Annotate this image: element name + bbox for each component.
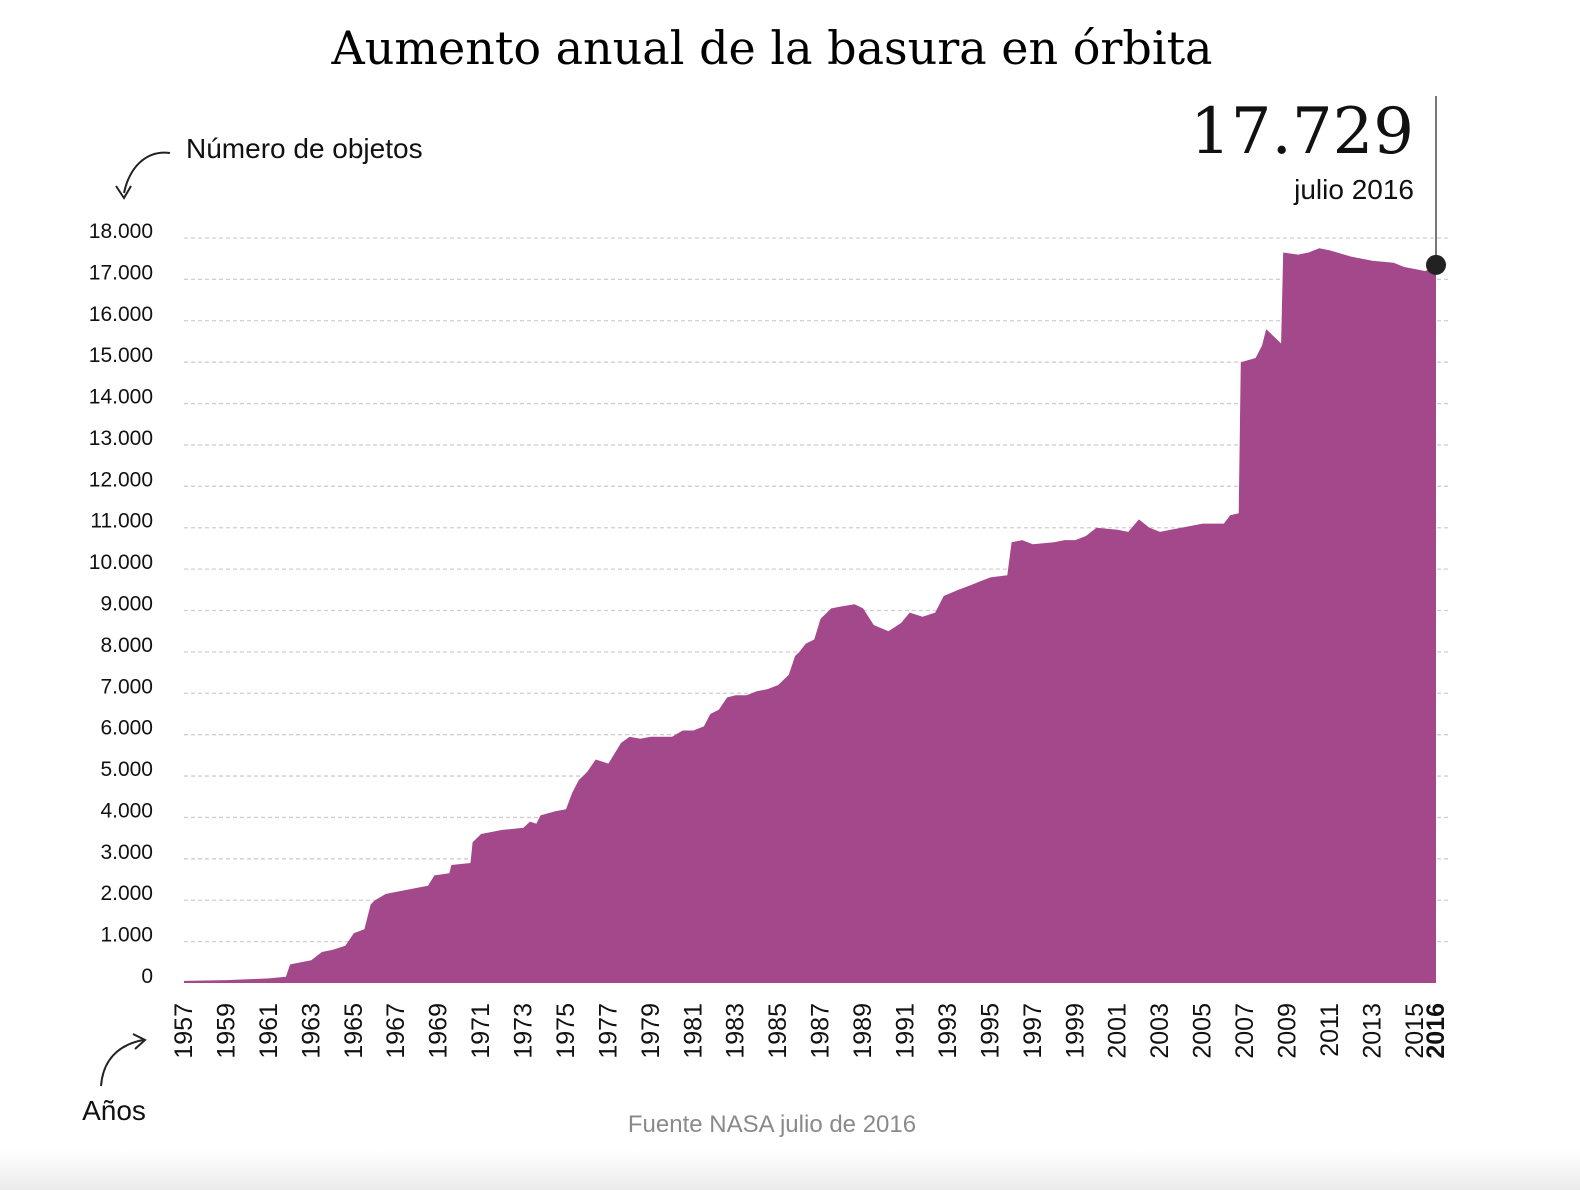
y-tick-label: 5.000 xyxy=(100,758,153,781)
x-tick-label: 1981 xyxy=(679,1003,707,1059)
y-tick-label: 17.000 xyxy=(89,261,153,284)
x-tick-label: 1969 xyxy=(425,1003,453,1059)
x-axis-label: Años xyxy=(82,1033,147,1126)
x-tick-label: 1973 xyxy=(510,1003,538,1059)
y-tick-label: 8.000 xyxy=(100,634,153,657)
x-tick-label: 1961 xyxy=(255,1003,283,1059)
x-tick-label: 1979 xyxy=(637,1003,665,1059)
x-tick-label: 1997 xyxy=(1019,1003,1047,1059)
x-axis-arrow-icon xyxy=(100,1039,144,1087)
x-tick-label: 1983 xyxy=(722,1003,750,1059)
source-note: Fuente NASA julio de 2016 xyxy=(628,1111,916,1138)
x-tick-label: 1995 xyxy=(976,1003,1004,1059)
x-tick-label: 1963 xyxy=(297,1003,325,1059)
y-tick-label: 3.000 xyxy=(100,841,153,864)
x-tick-label: 1991 xyxy=(892,1003,920,1059)
x-tick-label: 2003 xyxy=(1146,1003,1174,1059)
x-tick-label: 1999 xyxy=(1061,1003,1089,1059)
x-tick-label: 1989 xyxy=(849,1003,877,1059)
x-axis-title: Años xyxy=(82,1095,146,1126)
y-tick-label: 0 xyxy=(141,965,153,988)
x-tick-label: 2005 xyxy=(1189,1003,1217,1059)
y-tick-label: 16.000 xyxy=(89,303,153,326)
x-tick-label: 1993 xyxy=(934,1003,962,1059)
y-tick-label: 9.000 xyxy=(100,593,153,616)
footer-band xyxy=(0,1150,1580,1190)
x-tick-label: 2016 xyxy=(1422,1003,1450,1059)
x-tick-label: 1967 xyxy=(382,1003,410,1059)
y-tick-label: 13.000 xyxy=(89,427,153,450)
x-axis-ticks: 1957 1959 1961 1963 1965 1967 1969 1971 1973 1975… xyxy=(170,1003,1450,1059)
y-tick-label: 7.000 xyxy=(100,675,153,698)
x-tick-label: 1975 xyxy=(552,1003,580,1059)
y-tick-label: 18.000 xyxy=(89,220,153,243)
x-tick-label: 1971 xyxy=(467,1003,495,1059)
chart-title: Aumento anual de la basura en órbita xyxy=(331,21,1213,75)
x-tick-label: 1977 xyxy=(594,1003,622,1059)
x-tick-label: 2001 xyxy=(1104,1003,1132,1059)
y-tick-label: 15.000 xyxy=(89,344,153,367)
y-axis-arrow-icon xyxy=(123,151,171,194)
y-tick-label: 2.000 xyxy=(100,882,153,905)
y-axis-title: Número de objetos xyxy=(186,133,423,164)
y-tick-label: 12.000 xyxy=(89,468,153,491)
x-tick-label: 2011 xyxy=(1316,1003,1344,1057)
x-tick-label: 2013 xyxy=(1358,1003,1386,1059)
y-axis-arrowhead-icon xyxy=(115,185,132,200)
y-tick-label: 14.000 xyxy=(89,386,153,409)
y-tick-label: 10.000 xyxy=(89,551,153,574)
area-series xyxy=(184,248,1436,984)
callout-date: julio 2016 xyxy=(1293,174,1414,205)
x-tick-label: 1985 xyxy=(764,1003,792,1059)
x-tick-label: 1987 xyxy=(807,1003,835,1059)
y-tick-label: 6.000 xyxy=(100,717,153,740)
y-tick-label: 4.000 xyxy=(100,799,153,822)
y-axis-label: Número de objetos xyxy=(115,133,423,200)
y-tick-label: 1.000 xyxy=(100,924,153,947)
x-axis-arrowhead-icon xyxy=(132,1033,147,1050)
y-axis-ticks: 0 1.000 2.000 3.000 4.000 5.000 6.000 7.000 8.00… xyxy=(89,220,153,988)
y-tick-label: 11.000 xyxy=(90,510,153,533)
callout-point xyxy=(1426,254,1446,275)
callout-value: 17.729 xyxy=(1190,95,1414,169)
x-tick-label: 1957 xyxy=(170,1003,198,1059)
x-tick-label: 2007 xyxy=(1231,1003,1259,1059)
x-tick-label: 1959 xyxy=(212,1003,240,1059)
x-tick-label: 1965 xyxy=(340,1003,368,1059)
x-tick-label: 2015 xyxy=(1401,1003,1429,1059)
x-tick-label: 2009 xyxy=(1274,1003,1302,1059)
